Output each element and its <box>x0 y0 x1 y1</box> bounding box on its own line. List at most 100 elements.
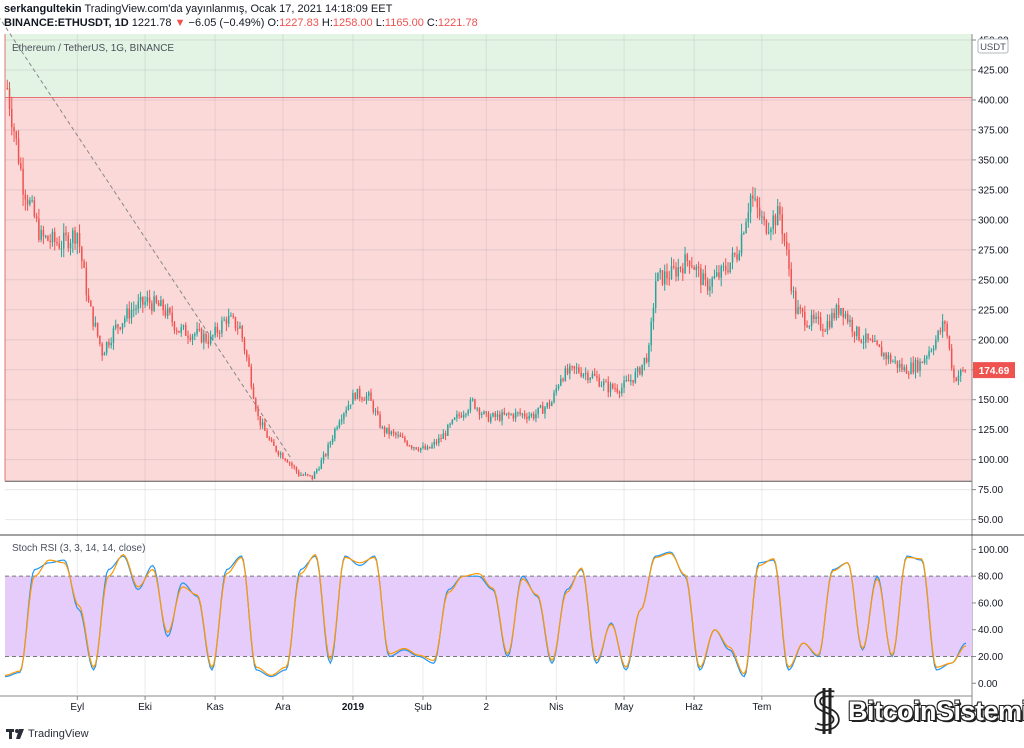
candle-body <box>668 278 670 280</box>
candle-body <box>103 352 106 356</box>
candle-body <box>87 295 90 302</box>
candle-body <box>880 347 883 357</box>
candle-body <box>623 380 625 388</box>
candle-body <box>157 302 160 307</box>
candle-body <box>867 333 869 340</box>
candle-body <box>810 314 813 327</box>
candle-body <box>49 240 51 243</box>
candle-body <box>901 363 903 370</box>
candle-body <box>164 310 167 316</box>
time-tick-label: Nis <box>549 702 563 713</box>
candle-body <box>634 372 637 383</box>
candle-body <box>169 308 171 313</box>
candle-body <box>546 402 548 408</box>
candle-body <box>702 273 704 286</box>
candle-body <box>580 372 582 377</box>
candle-body <box>849 319 851 322</box>
candle-body <box>704 273 707 280</box>
candle-body <box>666 271 668 279</box>
candle-body <box>817 316 820 318</box>
published-text: TradingView.com'da yayınlanmış, Ocak 17,… <box>84 3 393 15</box>
candle-body <box>492 413 494 417</box>
candle-body <box>336 427 338 429</box>
candle-body <box>494 413 497 417</box>
candle-body <box>320 460 323 469</box>
candle-body <box>58 243 60 249</box>
candle-body <box>318 468 320 470</box>
candle-body <box>824 330 826 332</box>
candle-body <box>209 335 212 344</box>
candle-body <box>930 350 933 352</box>
candle-body <box>264 422 266 431</box>
candle-body <box>33 200 36 217</box>
candle-body <box>713 276 716 279</box>
stoch-title: Stoch RSI (3, 3, 14, 14, close) <box>12 543 145 554</box>
price-tick-label: 425.00 <box>978 65 1009 76</box>
price-chart-title: Ethereum / TetherUS, 1G, BINANCE <box>12 43 174 54</box>
candle-body <box>236 328 239 330</box>
candle-body <box>175 330 178 332</box>
candle-body <box>255 398 257 410</box>
candle-body <box>297 471 300 476</box>
candle-body <box>166 308 169 316</box>
candle-body <box>720 266 722 278</box>
candle-body <box>887 354 890 360</box>
candle-body <box>926 356 928 359</box>
candle-body <box>535 413 537 419</box>
candle-body <box>600 385 603 387</box>
candle-body <box>964 369 966 372</box>
candle-body <box>345 410 347 414</box>
candle-body <box>413 447 415 449</box>
candle-body <box>541 405 544 414</box>
candle-body <box>941 321 944 332</box>
candle-body <box>639 367 641 375</box>
candle-body <box>602 381 605 386</box>
candle-body <box>795 290 797 314</box>
price-tick-label: 325.00 <box>978 185 1009 196</box>
time-tick-label: Eki <box>138 702 152 713</box>
price-tick-label: 75.00 <box>978 485 1003 496</box>
candle-body <box>119 327 121 330</box>
candle-body <box>770 229 772 233</box>
candle-body <box>67 235 70 249</box>
candle-body <box>365 396 368 401</box>
candle-body <box>329 442 332 445</box>
candle-body <box>790 269 793 292</box>
candle-body <box>42 229 45 237</box>
candle-body <box>112 328 115 343</box>
candle-body <box>381 427 384 429</box>
candle-body <box>833 312 835 319</box>
candle-body <box>266 430 268 438</box>
candle-body <box>528 415 530 419</box>
candle-body <box>81 247 83 262</box>
candle-body <box>557 385 560 389</box>
candle-body <box>621 387 623 394</box>
candle-body <box>85 267 88 296</box>
candle-body <box>801 308 804 312</box>
tradingview-footer: TradingView <box>6 728 89 740</box>
candle-body <box>65 232 67 236</box>
candle-body <box>15 131 18 139</box>
candle-body <box>123 318 126 324</box>
time-tick-label: May <box>615 702 634 713</box>
candle-body <box>268 437 271 440</box>
candle-body <box>198 328 201 330</box>
candle-body <box>108 341 110 346</box>
candle-body <box>684 254 686 274</box>
tradingview-brand: TradingView <box>28 728 89 740</box>
candle-body <box>512 414 515 419</box>
candle-body <box>591 373 594 378</box>
candle-body <box>462 414 465 418</box>
candle-body <box>194 333 196 336</box>
candle-body <box>196 328 198 334</box>
candle-body <box>307 474 309 476</box>
candle-body <box>722 266 725 268</box>
candle-body <box>641 364 643 375</box>
candle-body <box>96 322 99 336</box>
candle-body <box>700 268 702 286</box>
candle-body <box>673 266 675 268</box>
price-tick-label: 225.00 <box>978 305 1009 316</box>
candle-body <box>480 413 483 415</box>
candle-body <box>300 474 302 476</box>
